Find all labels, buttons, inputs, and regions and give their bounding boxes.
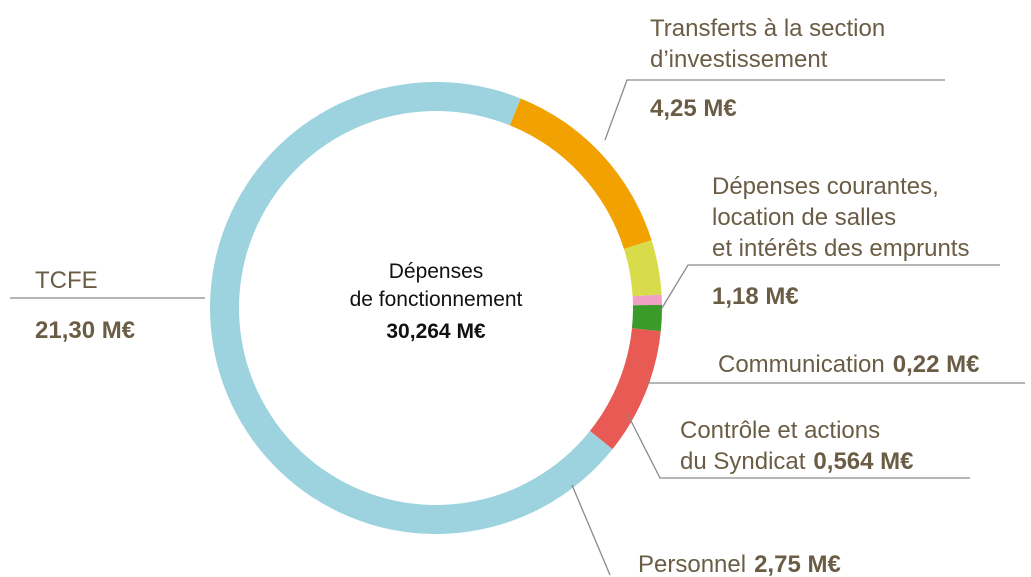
category-label: Communication [718, 351, 885, 378]
category-label: Dépenses courantes, location de salles et … [712, 173, 969, 262]
value-label: 1,18 M€ [712, 283, 799, 310]
center-label: Dépenses de fonctionnement [350, 260, 523, 311]
donut-slice [589, 328, 661, 450]
donut-slice [509, 98, 652, 249]
value-label: 0,22 M€ [893, 351, 980, 378]
category-label: TCFE [35, 267, 98, 294]
leader-line [627, 414, 970, 479]
donut-slice [632, 294, 662, 306]
donut-slice [631, 304, 663, 332]
category-label: Personnel [638, 551, 746, 577]
leader-line [604, 79, 945, 141]
category-label: Contrôle et actions du Syndicat [680, 417, 880, 475]
value-label: 21,30 M€ [35, 317, 135, 344]
leader-line [571, 484, 611, 576]
value-label: 4,25 M€ [650, 95, 737, 122]
donut-slice [623, 240, 662, 297]
value-label: 0,564 M€ [813, 448, 913, 475]
leader-line [661, 264, 1000, 309]
value-label: 2,75 M€ [754, 551, 841, 577]
category-label: Transferts à la section d’investissement [650, 15, 885, 73]
total-label: 30,264 M€ [386, 320, 486, 343]
